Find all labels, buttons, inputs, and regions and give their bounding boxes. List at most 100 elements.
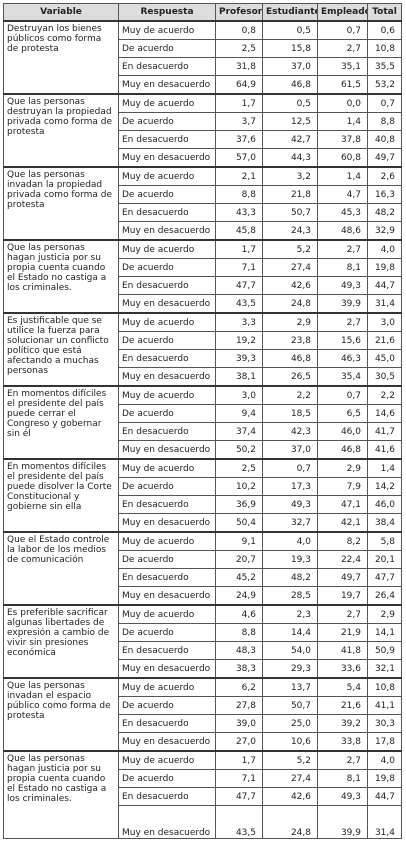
data-table: Variable Respuesta Profesor Estudiante Emple… bbox=[3, 3, 402, 839]
table-row: Muy en desacuerdo 27,0 10,6 33,8 17,8 bbox=[4, 732, 402, 752]
value-cell: 8,8 bbox=[367, 112, 402, 131]
value-cell: 39,2 bbox=[317, 714, 368, 733]
variable-cell: Destruyan los bienes públicos como forma… bbox=[3, 20, 119, 95]
value-cell: 10,8 bbox=[367, 677, 402, 697]
response-cell: Muy de acuerdo bbox=[118, 385, 216, 405]
value-cell: 4,0 bbox=[367, 239, 402, 259]
value-cell: 27,0 bbox=[215, 732, 263, 752]
value-cell: 60,8 bbox=[317, 148, 368, 168]
value-cell: 30,3 bbox=[367, 714, 402, 733]
value-cell: 42,7 bbox=[262, 130, 318, 149]
value-cell: 49,3 bbox=[317, 276, 368, 295]
table-row: En desacuerdo 36,9 49,3 47,1 46,0 bbox=[4, 495, 402, 514]
response-cell: Muy de acuerdo bbox=[118, 677, 216, 697]
value-cell: 46,8 bbox=[317, 440, 368, 460]
value-cell: 2,2 bbox=[262, 385, 318, 405]
value-cell: 8,2 bbox=[317, 531, 368, 551]
value-cell: 2,7 bbox=[317, 39, 368, 58]
value-cell: 48,2 bbox=[262, 568, 318, 587]
header-cell: Total bbox=[367, 3, 402, 22]
value-cell: 43,3 bbox=[215, 203, 263, 222]
table-row: De acuerdo 20,7 19,3 22,4 20,1 bbox=[4, 550, 402, 569]
table-row: De acuerdo 7,1 27,4 8,1 19,8 bbox=[4, 258, 402, 277]
variable-cell: Que las personas invadan la propiedad pr… bbox=[3, 166, 119, 241]
value-cell: 57,0 bbox=[215, 148, 263, 168]
value-cell: 47,1 bbox=[317, 495, 368, 514]
value-cell: 42,6 bbox=[262, 276, 318, 295]
value-cell: 46,3 bbox=[317, 349, 368, 368]
value-cell: 45,0 bbox=[367, 349, 402, 368]
table-row: En desacuerdo 43,3 50,7 45,3 48,2 bbox=[4, 203, 402, 222]
response-cell: En desacuerdo bbox=[118, 203, 216, 222]
value-cell: 35,4 bbox=[317, 367, 368, 387]
value-cell: 8,8 bbox=[215, 623, 263, 642]
table-row: En momentos difíciles el presidente del … bbox=[3, 385, 402, 460]
value-cell: 3,3 bbox=[215, 312, 263, 332]
table-row: De acuerdo 7,1 27,4 8,1 19,8 bbox=[4, 769, 402, 788]
value-cell: 38,1 bbox=[215, 367, 263, 387]
response-cell: De acuerdo bbox=[118, 769, 216, 788]
table-row: Que las personas hagan justicia por su p… bbox=[3, 750, 402, 839]
value-cell: 32,9 bbox=[367, 221, 402, 241]
value-cell: 19,8 bbox=[367, 258, 402, 277]
value-cell: 5,4 bbox=[317, 677, 368, 697]
value-cell: 50,2 bbox=[215, 440, 263, 460]
value-cell: 32,1 bbox=[367, 659, 402, 679]
value-cell: 14,4 bbox=[262, 623, 318, 642]
table-row: De acuerdo 8,8 21,8 4,7 16,3 bbox=[4, 185, 402, 204]
value-cell: 2,9 bbox=[262, 312, 318, 332]
response-cell: De acuerdo bbox=[118, 477, 216, 496]
response-cell: Muy de acuerdo bbox=[118, 312, 216, 332]
response-cell: De acuerdo bbox=[118, 185, 216, 204]
value-cell: 14,1 bbox=[367, 623, 402, 642]
value-cell: 16,3 bbox=[367, 185, 402, 204]
value-cell: 31,8 bbox=[215, 57, 263, 76]
value-cell: 50,7 bbox=[262, 203, 318, 222]
value-cell: 0,5 bbox=[262, 20, 318, 40]
table-row: De acuerdo 19,2 23,8 15,6 21,6 bbox=[4, 331, 402, 350]
value-cell: 0,7 bbox=[262, 458, 318, 478]
value-cell: 7,1 bbox=[215, 769, 263, 788]
response-cell: En desacuerdo bbox=[118, 422, 216, 441]
value-cell: 1,7 bbox=[215, 93, 263, 113]
response-cell: Muy en desacuerdo bbox=[118, 148, 216, 168]
value-cell: 10,8 bbox=[367, 39, 402, 58]
value-cell: 0,8 bbox=[215, 20, 263, 40]
response-cell: Muy en desacuerdo bbox=[118, 221, 216, 241]
header-cell: Respuesta bbox=[118, 3, 216, 22]
value-cell: 37,0 bbox=[262, 440, 318, 460]
value-cell: 2,9 bbox=[317, 458, 368, 478]
value-cell: 0,7 bbox=[317, 385, 368, 405]
table-row: Destruyan los bienes públicos como forma… bbox=[3, 20, 402, 95]
table-row: De acuerdo 10,2 17,3 7,9 14,2 bbox=[4, 477, 402, 496]
table-row: En desacuerdo 37,6 42,7 37,8 40,8 bbox=[4, 130, 402, 149]
value-cell: 42,1 bbox=[317, 513, 368, 533]
value-cell: 27,8 bbox=[215, 696, 263, 715]
table-row: De acuerdo 27,8 50,7 21,6 41,1 bbox=[4, 696, 402, 715]
value-cell: 39,9 bbox=[317, 294, 368, 314]
table-row: Muy en desacuerdo 38,3 29,3 33,6 32,1 bbox=[4, 659, 402, 679]
response-cell: Muy de acuerdo bbox=[118, 166, 216, 186]
table-row: En desacuerdo 45,2 48,2 49,7 47,7 bbox=[4, 568, 402, 587]
response-cell: De acuerdo bbox=[118, 331, 216, 350]
response-cell: Muy en desacuerdo bbox=[118, 732, 216, 752]
value-cell: 39,9 bbox=[317, 805, 368, 839]
value-cell: 47,7 bbox=[215, 276, 263, 295]
table-row: Que las personas invadan el espacio públ… bbox=[3, 677, 402, 752]
response-cell: En desacuerdo bbox=[118, 57, 216, 76]
value-cell: 5,2 bbox=[262, 750, 318, 770]
value-cell: 24,8 bbox=[262, 805, 318, 839]
value-cell: 61,5 bbox=[317, 75, 368, 95]
value-cell: 2,7 bbox=[317, 239, 368, 259]
value-cell: 21,6 bbox=[367, 331, 402, 350]
value-cell: 8,1 bbox=[317, 258, 368, 277]
value-cell: 43,5 bbox=[215, 805, 263, 839]
value-cell: 9,1 bbox=[215, 531, 263, 551]
value-cell: 2,5 bbox=[215, 39, 263, 58]
value-cell: 19,7 bbox=[317, 586, 368, 606]
response-cell: De acuerdo bbox=[118, 623, 216, 642]
value-cell: 46,8 bbox=[262, 75, 318, 95]
table-row: En desacuerdo 37,4 42,3 46,0 41,7 bbox=[4, 422, 402, 441]
value-cell: 15,8 bbox=[262, 39, 318, 58]
value-cell: 31,4 bbox=[367, 805, 402, 839]
